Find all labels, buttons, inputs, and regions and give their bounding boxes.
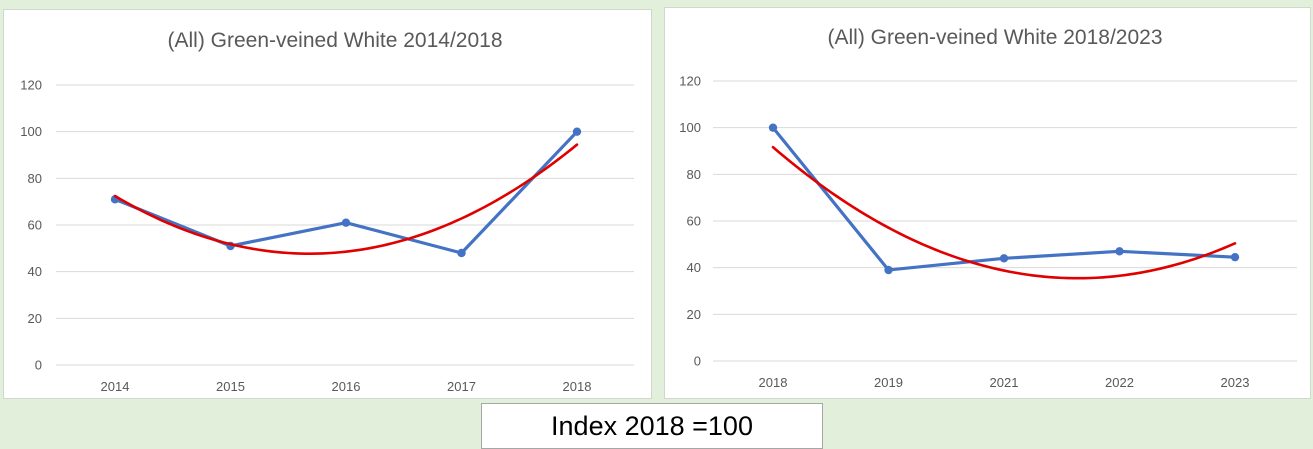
right-y-tick-label: 20	[687, 307, 701, 322]
right-data-point	[1230, 252, 1240, 262]
right-y-tick-label: 60	[687, 214, 701, 229]
left-y-tick-label: 20	[28, 311, 42, 326]
right-y-tick-label: 80	[687, 167, 701, 182]
chart-right-panel: (All) Green-veined White 2018/2023 0 20 40 6…	[664, 7, 1311, 399]
chart-right-svg: (All) Green-veined White 2018/2023 0 20 40 6…	[679, 26, 1297, 390]
left-y-tick-label: 0	[35, 358, 42, 373]
left-x-tick-label: 2017	[447, 379, 476, 394]
right-y-tick-label: 0	[694, 354, 701, 369]
left-x-tick-label: 2015	[216, 379, 245, 394]
right-x-tick-label: 2022	[1105, 375, 1134, 390]
left-data-point	[457, 248, 466, 258]
chart-left-svg: (All) Green-veined White 2014/2018 0 20 40 6…	[20, 29, 634, 394]
left-y-tick-label: 80	[28, 171, 42, 186]
right-y-tick-label: 100	[679, 120, 701, 135]
right-data-point	[884, 265, 893, 275]
right-trend-line	[771, 145, 1237, 280]
left-trend-line	[113, 143, 579, 255]
right-x-tick-label: 2021	[990, 375, 1019, 390]
right-x-tick-label: 2023	[1221, 375, 1250, 390]
left-data-point	[341, 218, 351, 227]
right-data-point	[999, 254, 1009, 263]
right-x-tick-label: 2019	[874, 375, 903, 390]
right-chart-title: (All) Green-veined White 2018/2023	[827, 26, 1162, 49]
right-data-point	[1115, 247, 1124, 256]
caption-text: Index 2018 =100	[551, 410, 753, 441]
left-x-tick-label: 2014	[101, 379, 130, 394]
right-y-tick-label: 120	[679, 74, 701, 89]
left-data-point	[572, 127, 582, 136]
caption-box: Index 2018 =100	[481, 403, 823, 449]
left-y-tick-label: 40	[28, 264, 42, 279]
right-data-point	[768, 123, 778, 132]
left-y-tick-label: 120	[20, 78, 42, 93]
left-x-tick-label: 2018	[563, 379, 592, 394]
left-y-tick-label: 60	[28, 218, 42, 233]
left-chart-title: (All) Green-veined White 2014/2018	[167, 29, 502, 52]
left-y-tick-label: 100	[20, 124, 42, 139]
chart-left-panel: (All) Green-veined White 2014/2018 0 20 40 6…	[3, 9, 652, 399]
right-x-tick-label: 2018	[759, 375, 788, 390]
left-x-tick-label: 2016	[332, 379, 361, 394]
right-y-tick-label: 40	[687, 260, 701, 275]
